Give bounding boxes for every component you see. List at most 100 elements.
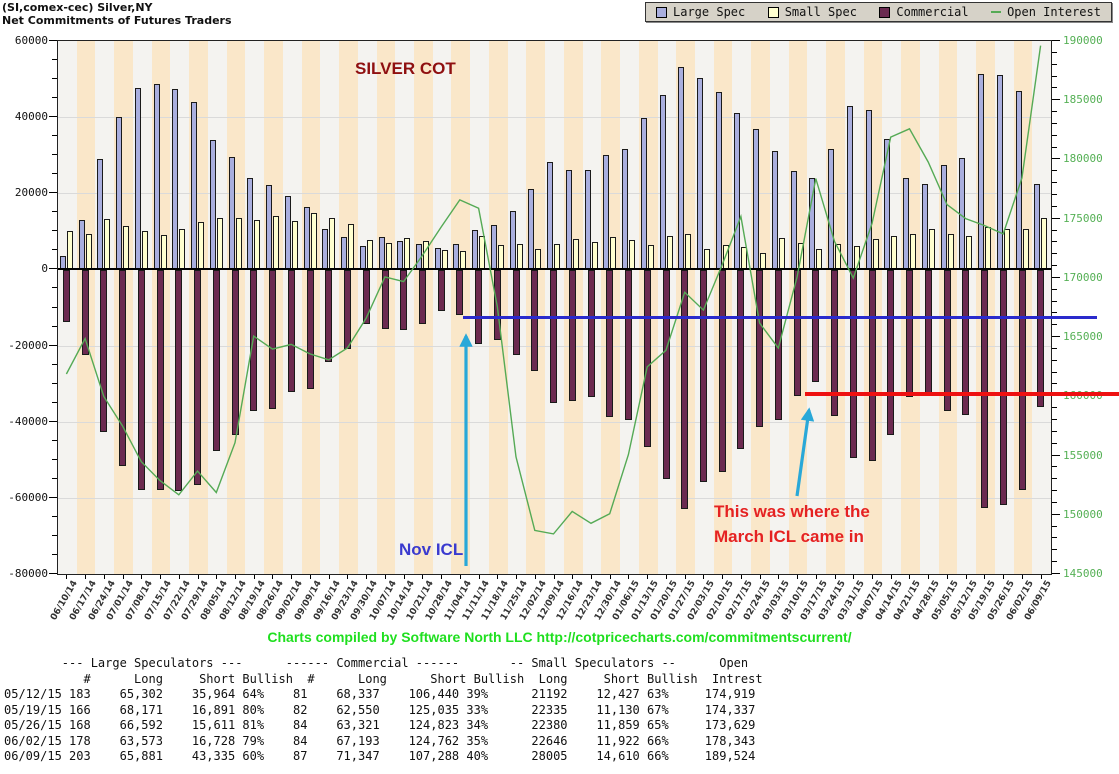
axis-tick-bottom xyxy=(66,575,68,579)
axis-tick-right xyxy=(1052,537,1057,539)
axis-tick-bottom xyxy=(85,575,87,579)
axis-tick-right xyxy=(1052,205,1057,207)
axis-tick-bottom xyxy=(797,575,799,579)
axis-tick-bottom xyxy=(178,575,180,579)
axis-tick-bottom xyxy=(122,575,124,579)
bar-commercial xyxy=(306,270,314,390)
axis-label-left: 40000 xyxy=(14,110,48,124)
bar-commercial xyxy=(287,270,295,393)
axis-tick-left xyxy=(52,78,57,80)
axis-tick-bottom xyxy=(572,575,574,579)
legend-item-small-spec[interactable]: Small Spec xyxy=(767,5,857,19)
bar-commercial xyxy=(568,270,576,401)
axis-tick-left xyxy=(52,135,57,137)
bar-commercial xyxy=(231,270,239,435)
axis-tick-right xyxy=(1052,525,1057,527)
bar-commercial xyxy=(81,270,89,356)
legend-item-large-spec[interactable]: Large Spec xyxy=(656,5,745,19)
axis-tick-bottom xyxy=(703,575,705,579)
axis-tick-bottom xyxy=(647,575,649,579)
axis-tick-right xyxy=(1052,478,1057,480)
bar-commercial xyxy=(681,270,689,509)
axis-tick-right xyxy=(1052,430,1057,432)
legend-label: Commercial xyxy=(896,5,969,19)
axis-tick-bottom xyxy=(590,575,592,579)
axis-tick-right xyxy=(1052,561,1057,563)
square-swatch-icon xyxy=(656,6,667,18)
gridline xyxy=(58,117,1051,119)
open-interest-line xyxy=(65,45,1042,535)
bar-commercial xyxy=(250,270,258,411)
legend-item-commercial[interactable]: Commercial xyxy=(879,5,969,19)
bar-commercial xyxy=(175,270,183,491)
gridline xyxy=(58,497,1051,499)
axis-tick-bottom xyxy=(553,575,555,579)
axis-tick-bottom xyxy=(965,575,967,579)
axis-tick-left xyxy=(49,344,57,346)
axis-tick-left xyxy=(52,534,57,536)
square-swatch-icon xyxy=(879,6,891,18)
axis-tick-bottom xyxy=(665,575,667,579)
axis-label-left: -20000 xyxy=(8,338,48,352)
axis-tick-right xyxy=(1052,217,1060,219)
gridline xyxy=(58,421,1051,423)
legend-label: Open Interest xyxy=(1007,5,1101,19)
axis-tick-right xyxy=(1052,371,1057,373)
bar-commercial xyxy=(737,270,745,450)
axis-label-left: 20000 xyxy=(14,186,48,200)
bar-commercial xyxy=(63,270,70,323)
axis-label-right: 155000 xyxy=(1063,448,1103,462)
line-swatch-icon xyxy=(991,11,1002,13)
axis-tick-right xyxy=(1052,442,1057,444)
chart-subtitle: Net Commitments of Futures Traders xyxy=(2,14,232,27)
axis-label-right: 145000 xyxy=(1063,567,1103,580)
axis-tick-right xyxy=(1052,454,1060,456)
axis-tick-bottom xyxy=(722,575,724,579)
axis-tick-right xyxy=(1052,466,1057,468)
axis-tick-bottom xyxy=(684,575,686,579)
axis-tick-bottom xyxy=(740,575,742,579)
bar-commercial xyxy=(812,270,820,383)
axis-label-right: 150000 xyxy=(1063,507,1103,521)
axis-label-left: -80000 xyxy=(8,567,48,580)
axis-tick-right xyxy=(1052,383,1057,385)
axis-tick-bottom xyxy=(459,575,461,579)
axis-tick-right xyxy=(1052,407,1057,409)
axis-tick-bottom xyxy=(160,575,162,579)
axis-tick-left xyxy=(52,401,57,403)
legend-item-open-interest[interactable]: Open Interest xyxy=(991,5,1101,19)
bar-commercial xyxy=(269,270,277,409)
axis-label-left: 0 xyxy=(41,262,48,276)
axis-tick-right xyxy=(1052,573,1060,574)
attribution-link[interactable]: http://cotpricecharts.com/commitmentscur… xyxy=(536,629,852,645)
axis-tick-bottom xyxy=(384,575,386,579)
axis-tick-left xyxy=(52,230,57,232)
axis-tick-bottom xyxy=(253,575,255,579)
axis-tick-right xyxy=(1052,40,1060,41)
axis-tick-left xyxy=(52,325,57,327)
axis-tick-bottom xyxy=(441,575,443,579)
axis-tick-right xyxy=(1052,158,1060,160)
axis-tick-bottom xyxy=(197,575,199,579)
axis-tick-left xyxy=(52,154,57,156)
axis-tick-bottom xyxy=(1003,575,1005,579)
axis-label-right: 165000 xyxy=(1063,330,1103,344)
legend: Large Spec Small Spec Commercial Open Inter… xyxy=(645,2,1112,22)
axis-tick-bottom xyxy=(1040,575,1042,579)
axis-tick-bottom xyxy=(534,575,536,579)
axis-tick-right xyxy=(1052,359,1057,361)
axis-label-left: -60000 xyxy=(8,490,48,504)
zero-line xyxy=(58,268,1051,271)
axis-tick-bottom xyxy=(778,575,780,579)
axis-label-right: 185000 xyxy=(1063,93,1103,107)
axis-tick-bottom xyxy=(497,575,499,579)
chart-title: (SI,comex-cec) Silver,NY xyxy=(2,1,153,14)
silver-cot-label: SILVER COT xyxy=(355,59,456,78)
gridline xyxy=(58,193,1051,195)
march-icl-line1: This was where the xyxy=(714,502,870,521)
axis-label-left: 60000 xyxy=(14,34,48,47)
axis-label-right: 175000 xyxy=(1063,211,1103,225)
axis-label-right: 180000 xyxy=(1063,152,1103,166)
bar-commercial xyxy=(700,270,708,483)
